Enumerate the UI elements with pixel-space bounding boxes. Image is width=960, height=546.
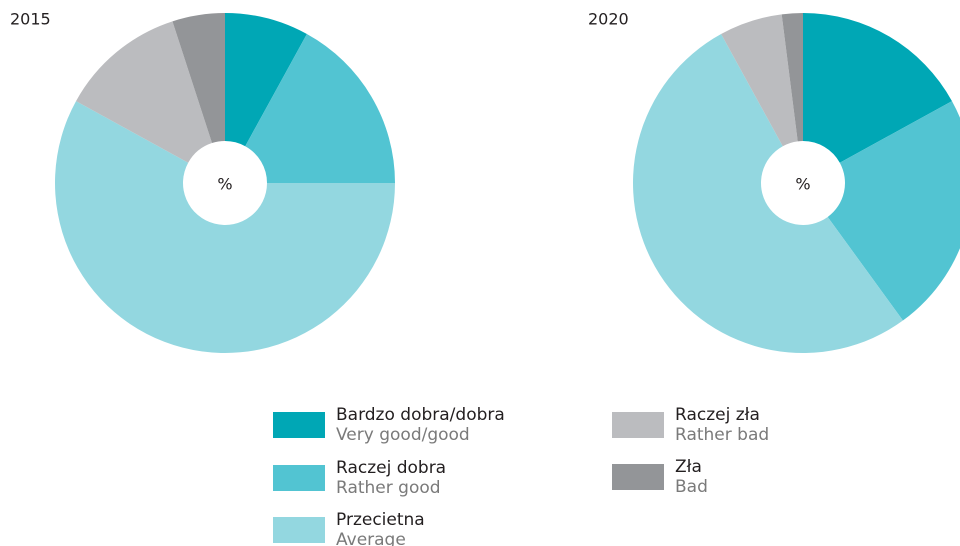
legend-sublabel: Very good/good [336,425,470,445]
legend-label: Zła [675,457,702,477]
legend-sublabel: Rather good [336,478,441,498]
legend-swatch [273,412,325,438]
legend-label: Raczej dobra [336,458,446,478]
legend-swatch [273,465,325,491]
legend-sublabel: Average [336,530,406,546]
chart-title: 2020 [588,10,629,29]
pie-slice [803,13,952,163]
pie-slice [827,101,960,321]
legend-swatch [612,412,664,438]
pie-slice [225,13,307,147]
center-label: % [217,175,232,194]
chart-title: 2015 [10,10,51,29]
legend-swatch [612,464,664,490]
pie-slice [781,13,803,142]
pie-slice [245,34,395,183]
center-label: % [795,175,810,194]
legend-sublabel: Bad [675,477,708,497]
pie-slice [721,14,798,147]
legend-swatch [273,517,325,543]
legend-label: Bardzo dobra/dobra [336,405,505,425]
legend-sublabel: Rather bad [675,425,769,445]
pie-slice [55,101,396,353]
pie-slice [633,34,903,353]
legend-label: Raczej zła [675,405,760,425]
pie-slice [172,13,225,144]
legend-label: Przecietna [336,510,425,530]
pie-slice [76,21,213,163]
